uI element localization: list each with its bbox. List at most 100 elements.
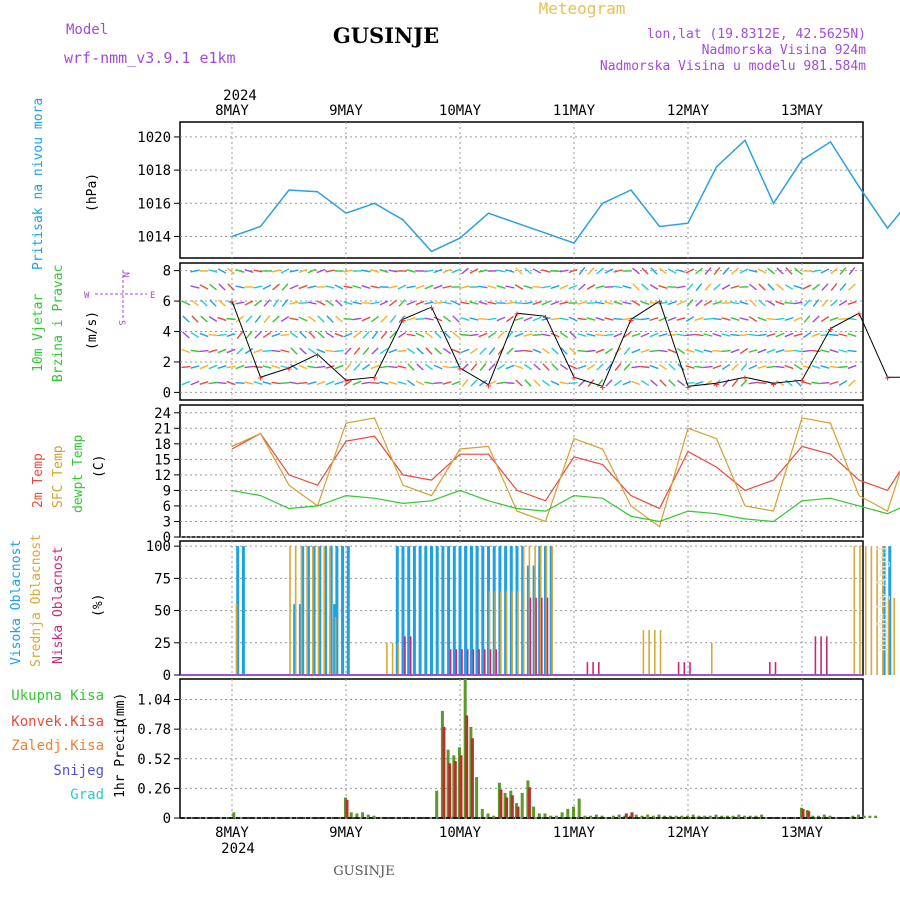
wind-arrow: [541, 285, 551, 289]
wind-arrow: [533, 379, 541, 387]
wind-arrow: [272, 315, 280, 323]
wind-arrow: [614, 363, 622, 371]
wind-arrow: [541, 317, 551, 321]
y-tick-label: 9: [163, 483, 171, 499]
wind-arrow: [271, 381, 281, 385]
precip-bar: [634, 814, 638, 818]
wind-arrow: [442, 268, 452, 274]
wind-arrows: [181, 267, 857, 387]
wind-arrow: [586, 363, 596, 371]
legend-snijeg: Snijeg: [53, 763, 104, 779]
wind-arrow: [191, 299, 199, 307]
precip-bar: [811, 815, 815, 818]
wind-arrow: [604, 333, 614, 337]
x-tick-label-bottom: 8MAY: [215, 825, 249, 841]
wind-arrow: [307, 365, 317, 369]
precip-bar: [361, 812, 365, 818]
wind-arrow: [424, 284, 434, 290]
wind-gust-marker: +: [656, 297, 662, 308]
wind-arrow: [685, 316, 695, 322]
wind-arrow: [721, 333, 731, 337]
wind-arrow: [398, 315, 406, 323]
wind-arrow: [847, 349, 857, 353]
wind-compass-icon: N W E S: [84, 270, 155, 325]
wind-arrow: [649, 364, 659, 370]
wind-arrow: [379, 365, 389, 369]
wind-gust-marker: +: [371, 373, 377, 384]
wind-arrow: [253, 269, 263, 273]
precip-bar: [520, 792, 524, 818]
wind-arrow: [496, 285, 506, 289]
wind-arrow: [244, 347, 254, 355]
wind-arrow: [370, 269, 380, 273]
wind-arrow: [812, 299, 820, 307]
y-tick-label: 1018: [137, 163, 171, 179]
wind-gust-marker: +: [542, 312, 548, 323]
wind-arrow: [577, 333, 587, 337]
wind-arrow: [487, 285, 497, 289]
wind-arrow: [190, 285, 200, 289]
wind-arrow: [658, 349, 668, 353]
wind-arrow: [325, 380, 335, 386]
wind-arrow: [578, 267, 586, 275]
wind-arrow: [442, 365, 452, 369]
wind-arrow: [730, 348, 740, 354]
wind-arrow: [325, 365, 335, 369]
wind-arrow: [190, 269, 200, 273]
wind-arrow: [235, 381, 245, 385]
precip-bar: [560, 812, 564, 818]
wind-arrow: [226, 332, 236, 338]
wind-arrow: [280, 349, 290, 353]
wind-arrow: [811, 381, 821, 385]
wind-arrow: [470, 379, 478, 387]
wind-arrow: [658, 363, 668, 371]
wind-arrow: [343, 269, 353, 273]
wind-arrow: [460, 333, 470, 337]
wind-arrow: [217, 348, 227, 354]
wind-arrow: [433, 364, 443, 370]
precip-bar: [640, 815, 644, 818]
wind-arrow: [290, 347, 298, 355]
wind-arrow: [343, 332, 353, 338]
wind-arrow: [262, 331, 272, 339]
wind-arrow: [244, 365, 254, 369]
wind-arrow: [847, 300, 857, 306]
wind-arrow: [811, 332, 821, 338]
wind-arrow: [298, 268, 308, 274]
wind-arrow: [271, 349, 281, 353]
wind-arrow: [533, 363, 541, 371]
wind-arrow: [433, 284, 443, 290]
wind-arrow: [433, 268, 443, 274]
precip-bar: [554, 815, 558, 818]
wind-arrow: [577, 301, 587, 305]
wind-arrow: [568, 382, 578, 384]
wind-arrow: [668, 363, 676, 371]
precip-bar: [822, 814, 826, 818]
wind-arrow: [703, 333, 713, 337]
wind-arrow: [515, 379, 523, 387]
pressure-series-line: [231, 138, 900, 253]
x-tick-label-top: 13MAY: [781, 103, 824, 119]
precip-bar: [448, 763, 452, 818]
wind-arrow: [388, 365, 398, 369]
wind-arrow: [325, 331, 335, 339]
precip-bar: [680, 815, 684, 818]
wind-arrow: [388, 285, 398, 289]
wind-arrow: [604, 347, 614, 355]
precip-bar: [760, 814, 764, 818]
wind-arrow: [694, 365, 704, 369]
wind-arrow: [649, 316, 659, 322]
bottom-year: 2024: [221, 841, 255, 857]
wind-arrow: [244, 300, 254, 306]
precip-bar: [731, 815, 735, 818]
wind-arrow: [650, 379, 658, 387]
wind-gust-marker: +: [884, 373, 890, 384]
wind-arrow: [236, 331, 244, 339]
wind-arrow: [731, 379, 739, 387]
y-tick-label: 0.52: [137, 752, 171, 768]
wind-arrow: [424, 269, 434, 273]
wind-arrow: [559, 284, 569, 290]
wind-arrow: [380, 331, 388, 339]
wind-arrow: [406, 379, 416, 387]
wind-arrow: [397, 365, 407, 369]
